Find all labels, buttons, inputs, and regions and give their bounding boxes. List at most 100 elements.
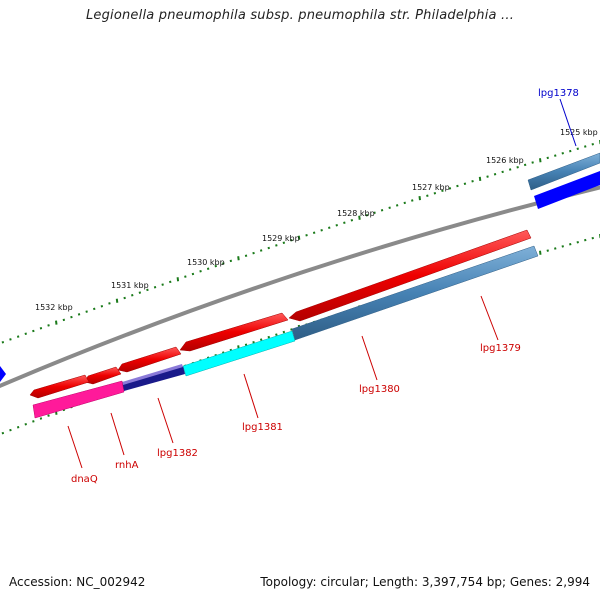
- major-tick: [539, 158, 542, 163]
- minor-tick: [252, 340, 255, 344]
- minor-tick: [62, 318, 66, 322]
- gene-lpg1379[interactable]: [288, 229, 532, 322]
- minor-tick: [546, 249, 549, 252]
- minor-tick: [131, 294, 134, 297]
- minor-tick: [32, 420, 35, 423]
- minor-tick: [516, 165, 519, 169]
- minor-tick: [569, 149, 572, 153]
- scale-labels: 1525 kbp 1526 kbp 1527 kbp 1528 kbp 1529…: [35, 128, 598, 312]
- major-tick: [358, 215, 361, 220]
- gene-labels: lpg1378 lpg1379 lpg1380 lpg1381 lpg1382 …: [67, 88, 579, 485]
- minor-tick: [312, 231, 316, 234]
- minor-tick: [206, 267, 210, 270]
- minor-tick: [161, 283, 164, 286]
- minor-tick: [411, 199, 414, 202]
- scale-label: 1530 kbp: [187, 258, 225, 267]
- minor-tick: [463, 182, 467, 185]
- minor-tick: [169, 280, 172, 284]
- minor-tick: [138, 291, 142, 294]
- minor-tick: [403, 201, 406, 205]
- minor-tick: [222, 262, 225, 265]
- gene-lpg1380[interactable]: [179, 312, 289, 352]
- gene-label-lpg1378[interactable]: lpg1378: [538, 88, 579, 99]
- minor-tick: [350, 218, 354, 222]
- minor-tick: [486, 175, 489, 178]
- gene-dnaQ[interactable]: [29, 374, 90, 399]
- minor-tick: [305, 233, 308, 237]
- major-tick: [176, 277, 180, 282]
- minor-tick: [395, 204, 399, 207]
- minor-tick: [9, 338, 12, 341]
- minor-tick: [275, 333, 278, 336]
- minor-tick: [441, 189, 444, 193]
- minor-tick: [267, 335, 270, 339]
- minor-tick: [380, 209, 384, 212]
- minor-tick: [39, 417, 43, 420]
- scale-label: 1527 kbp: [412, 183, 450, 192]
- minor-tick: [282, 330, 286, 334]
- cds-steelblue[interactable]: [291, 245, 539, 341]
- genome-backbone: [0, 185, 600, 389]
- minor-tick: [591, 236, 594, 240]
- minor-tick: [24, 423, 27, 426]
- reverse-genes: [32, 171, 600, 419]
- minor-tick: [501, 170, 504, 174]
- minor-tick: [426, 194, 429, 197]
- minor-tick: [32, 329, 35, 333]
- partial-gene-left[interactable]: [0, 366, 6, 382]
- minor-tick: [576, 147, 579, 151]
- minor-tick: [561, 245, 564, 248]
- minor-tick: [93, 307, 96, 311]
- gene-rnhA[interactable]: [84, 366, 122, 385]
- gene-label-lpg1382[interactable]: lpg1382: [157, 448, 198, 459]
- gene-lpg1382[interactable]: [117, 346, 182, 373]
- outer-scale-ticks: [1, 140, 600, 344]
- scale-label: 1528 kbp: [337, 209, 375, 218]
- minor-tick: [252, 251, 255, 255]
- minor-tick: [1, 340, 5, 344]
- minor-tick: [16, 425, 20, 429]
- cds-blue[interactable]: [534, 171, 600, 209]
- minor-tick: [244, 254, 248, 257]
- minor-tick: [584, 145, 587, 148]
- minor-tick: [24, 332, 27, 336]
- gene-label-lpg1380[interactable]: lpg1380: [359, 384, 400, 395]
- major-tick: [115, 298, 119, 303]
- map-title: Legionella pneumophila subsp. pneumophil…: [85, 8, 515, 23]
- cds-magenta[interactable]: [32, 380, 125, 419]
- minor-tick: [259, 338, 263, 341]
- scale-label: 1526 kbp: [486, 156, 524, 165]
- cds-navy[interactable]: [122, 366, 185, 391]
- minor-tick: [229, 259, 233, 263]
- minor-tick: [70, 315, 73, 319]
- minor-tick: [282, 241, 286, 245]
- cds-lavender[interactable]: [122, 364, 183, 385]
- minor-tick: [433, 191, 437, 195]
- minor-tick: [16, 335, 20, 338]
- cds-cyan[interactable]: [182, 330, 296, 377]
- minor-tick: [591, 143, 594, 146]
- minor-tick: [267, 246, 270, 250]
- minor-tick: [85, 310, 88, 313]
- minor-tick: [146, 288, 149, 292]
- minor-tick: [123, 296, 126, 300]
- minor-tick: [1, 431, 5, 435]
- minor-tick: [523, 163, 527, 167]
- minor-tick: [561, 152, 564, 155]
- genome-summary: Topology: circular; Length: 3,397,754 bp…: [260, 575, 590, 589]
- minor-tick: [100, 304, 104, 308]
- minor-tick: [108, 302, 111, 305]
- minor-tick: [456, 184, 459, 188]
- minor-tick: [508, 168, 512, 171]
- gene-lpg1378[interactable]: [527, 152, 600, 191]
- minor-tick: [153, 286, 157, 289]
- minor-tick: [47, 414, 50, 417]
- gene-label-lpg1379[interactable]: lpg1379: [480, 343, 521, 354]
- minor-tick: [531, 161, 534, 164]
- gene-label-lpg1381[interactable]: lpg1381: [242, 422, 283, 433]
- minor-tick: [493, 172, 497, 176]
- gene-label-dnaQ[interactable]: dnaQ: [71, 474, 98, 485]
- minor-tick: [39, 326, 43, 330]
- gene-label-rnhA[interactable]: rnhA: [115, 460, 139, 471]
